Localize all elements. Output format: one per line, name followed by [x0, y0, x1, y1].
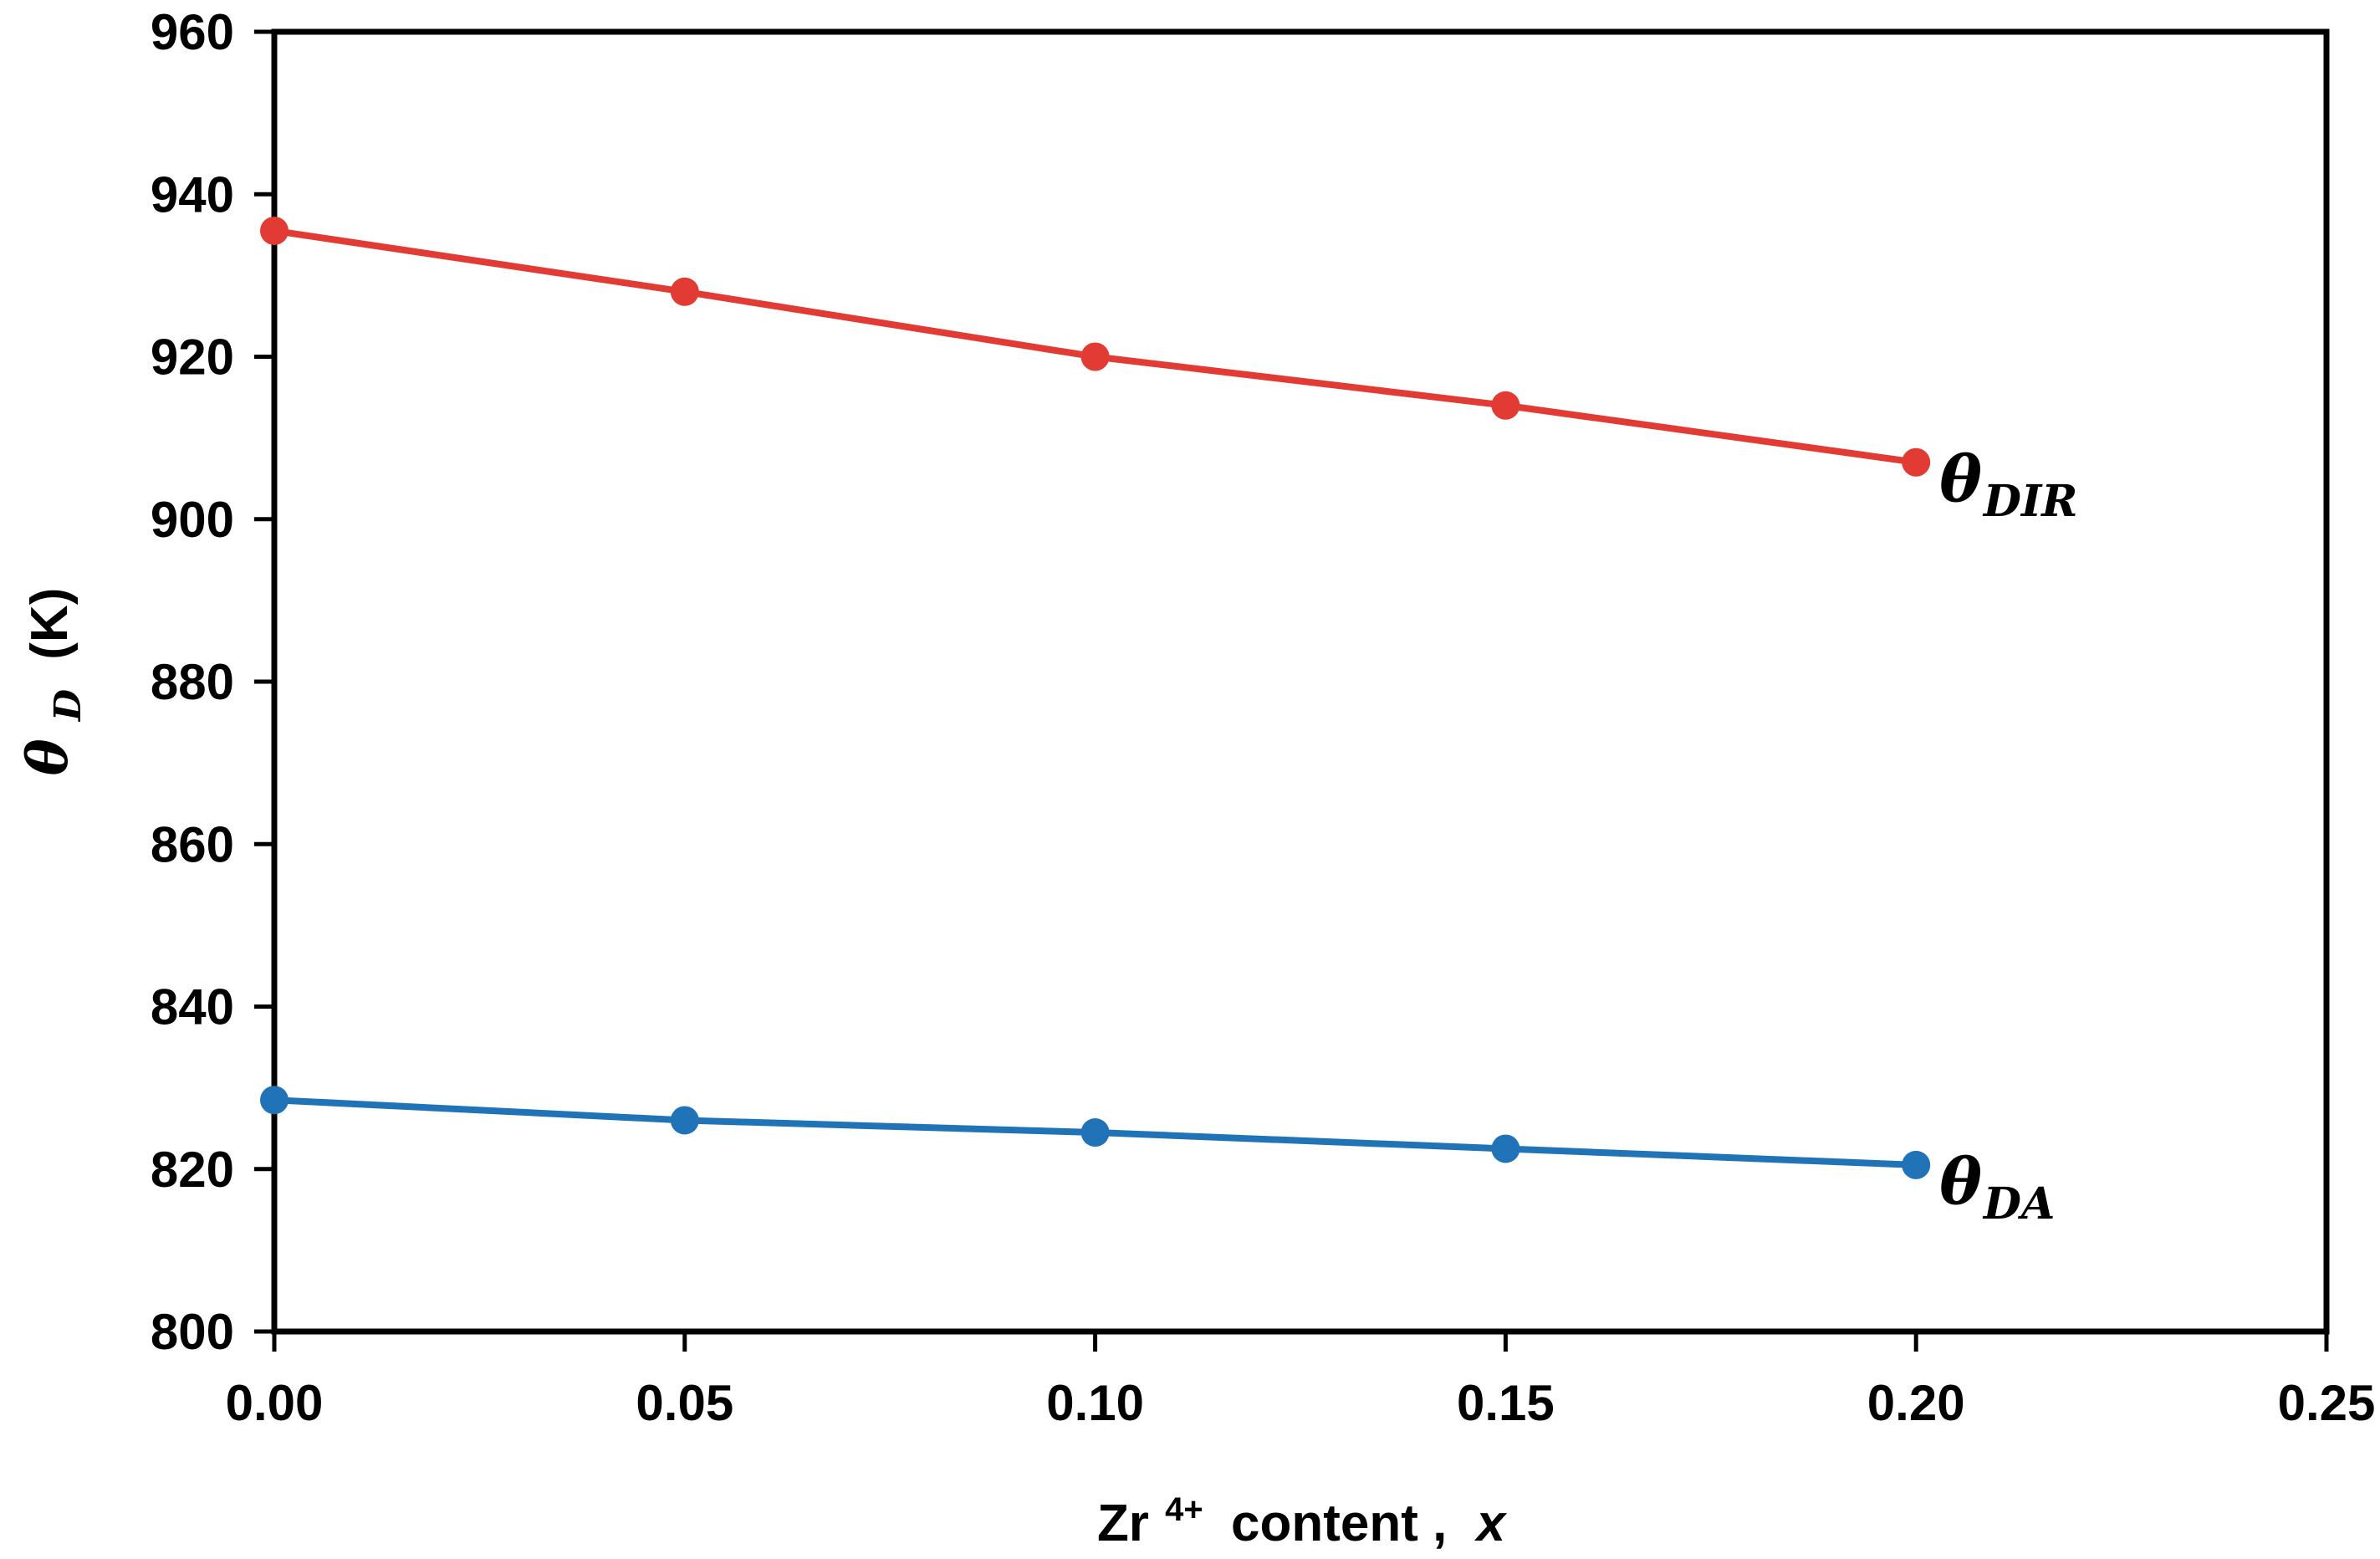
series-da-marker-0 — [260, 1086, 289, 1115]
y-tick-label-860: 860 — [151, 816, 234, 872]
y-tick-label-840: 840 — [151, 979, 234, 1035]
x-tick-label-0.25: 0.25 — [2278, 1375, 2376, 1431]
y-axis-title-symbol: θ — [15, 739, 80, 775]
series-dir-label: θDIR — [1939, 442, 2077, 527]
x-axis-title-variable: x — [1474, 1495, 1508, 1552]
y-tick-label-820: 820 — [151, 1142, 234, 1198]
plot-layer: 800 820 840 860 880 900 920 940 960 0.00 0.05 0.10 0… — [151, 4, 2376, 1431]
y-tick-label-880: 880 — [151, 654, 234, 710]
y-tick-label-920: 920 — [151, 330, 234, 386]
y-axis-title-subscript: D — [47, 689, 89, 723]
y-tick-label-800: 800 — [151, 1304, 234, 1360]
x-axis-title: Zr 4+ content , x — [1097, 1475, 1508, 1552]
x-axis-title-superscript: 4+ — [1165, 1491, 1203, 1528]
x-tick-label-0.15: 0.15 — [1457, 1375, 1555, 1431]
y-axis-title-unit: (K) — [21, 588, 79, 660]
x-tick-label-0.20: 0.20 — [1867, 1375, 1965, 1431]
series-da-marker-2 — [1080, 1118, 1110, 1148]
series-da-label-symbol: θ — [1939, 1144, 1982, 1219]
series-dir-marker-2 — [1080, 342, 1110, 371]
y-tick-label-900: 900 — [151, 492, 234, 548]
series-dir-label-subscript: DIR — [1982, 476, 2078, 527]
x-axis-title-text: content , — [1231, 1495, 1447, 1552]
series-dir-marker-3 — [1491, 391, 1520, 420]
x-tick-label-0.05: 0.05 — [636, 1375, 733, 1431]
x-tick-label-0.10: 0.10 — [1046, 1375, 1144, 1431]
x-tick-label-0.00: 0.00 — [226, 1375, 324, 1431]
series-da-label-subscript: DA — [1982, 1178, 2055, 1229]
y-tick-label-960: 960 — [151, 4, 234, 60]
series-dir-marker-1 — [670, 277, 699, 306]
series-dir-label-symbol: θ — [1939, 442, 1982, 516]
y-tick-label-940: 940 — [151, 166, 234, 222]
series-da-marker-3 — [1491, 1134, 1520, 1163]
series-dir-marker-4 — [1902, 447, 1931, 477]
plot-border — [271, 28, 2330, 1335]
series-dir-marker-0 — [260, 216, 289, 245]
y-axis-title: θ D (K) — [15, 588, 92, 776]
x-axis-title-element: Zr — [1097, 1495, 1149, 1552]
series-da-marker-4 — [1902, 1150, 1931, 1179]
series-da-marker-1 — [670, 1106, 699, 1135]
series-da-label: θDA — [1939, 1144, 2055, 1229]
